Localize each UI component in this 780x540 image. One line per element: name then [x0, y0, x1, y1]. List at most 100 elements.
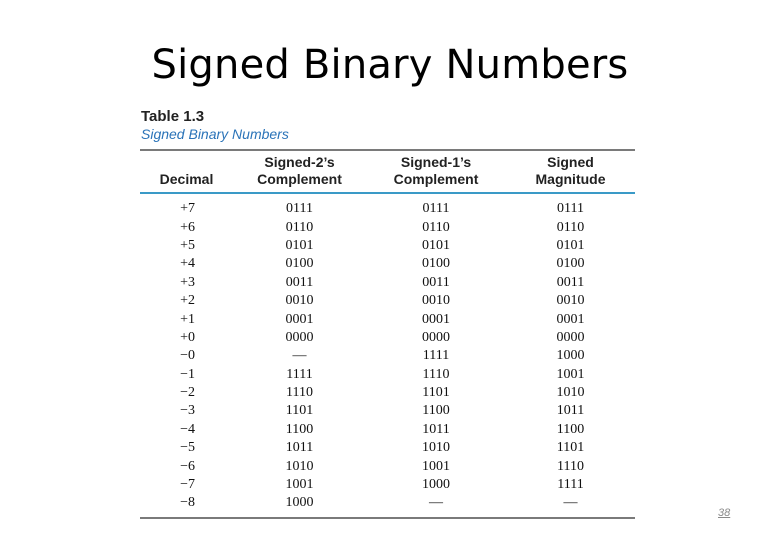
table-caption-number: Table 1.3: [141, 108, 205, 125]
signed-magnitude-cell: 1001: [556, 366, 585, 382]
signed-2s-cell: 1000: [285, 495, 314, 511]
table-header-row: Decimal Signed-2’s Complement Signed-1’s…: [140, 151, 635, 192]
table-row: −0 — 1111 1000: [140, 347, 635, 365]
decimal-cell: −1: [180, 366, 195, 382]
decimal-cell: −7: [180, 477, 195, 493]
table-row: +4 0100 0100 0100: [140, 255, 635, 273]
header-signed-magnitude: Signed Magnitude: [535, 154, 606, 187]
header-signed-1s-complement: Signed-1’s Complement: [393, 154, 479, 187]
signed-2s-cell: 1010: [285, 458, 314, 474]
signed-magnitude-cell: 0100: [556, 256, 585, 272]
decimal-cell: +1: [180, 311, 195, 327]
table-bottom-rule: [140, 516, 635, 519]
table-row: −1 1111 1110 1001: [140, 366, 635, 384]
table-row: −7 1001 1000 1111: [140, 476, 635, 494]
table-row: −3 1101 1100 1011: [140, 402, 635, 420]
signed-2s-cell: 0001: [285, 311, 314, 327]
signed-2s-cell: 1111: [286, 366, 313, 382]
signed-2s-cell: 1001: [285, 477, 314, 493]
decimal-cell: +4: [180, 256, 195, 272]
signed-1s-cell: 1100: [422, 403, 450, 419]
decimal-cell: −5: [180, 440, 195, 456]
table-row: −8 1000 — —: [140, 494, 635, 516]
decimal-cell: +2: [180, 293, 195, 309]
signed-magnitude-cell: 1111: [557, 477, 584, 493]
table-row: +6 0110 0110 0110: [140, 218, 635, 236]
decimal-cell: −0: [180, 348, 195, 364]
signed-2s-cell: 1011: [285, 440, 314, 456]
signed-2s-cell: 0000: [285, 329, 314, 345]
decimal-cell: +5: [180, 237, 195, 253]
signed-1s-cell: 0010: [422, 293, 450, 309]
signed-1s-cell: 0110: [422, 219, 450, 235]
signed-magnitude-cell: 1000: [556, 348, 585, 364]
table-row: −4 1100 1011 1100: [140, 421, 635, 439]
signed-magnitude-cell: 0101: [556, 237, 585, 253]
signed-magnitude-cell: 1110: [557, 458, 584, 474]
signed-magnitude-cell: 1010: [556, 385, 585, 401]
signed-1s-cell: 0011: [422, 274, 450, 290]
table-row: +5 0101 0101 0101: [140, 237, 635, 255]
signed-1s-cell: 1001: [422, 458, 450, 474]
signed-magnitude-cell: 0001: [556, 311, 585, 327]
signed-binary-table: Decimal Signed-2’s Complement Signed-1’s…: [140, 151, 635, 517]
decimal-cell: +7: [180, 201, 195, 217]
decimal-cell: −3: [180, 403, 195, 419]
signed-2s-cell: 0110: [285, 219, 314, 235]
signed-magnitude-cell: 0011: [556, 274, 585, 290]
table-body: +7 0111 0111 0111 +6 0110 0110 0110 +5 0101 0101 01…: [140, 194, 635, 517]
table-row: −5 1011 1010 1101: [140, 439, 635, 457]
signed-2s-cell: 1110: [286, 385, 313, 401]
signed-2s-cell: 1100: [285, 421, 314, 437]
slide-title: Signed Binary Numbers: [151, 42, 629, 88]
signed-magnitude-cell: 0111: [557, 201, 584, 217]
table-caption-title: Signed Binary Numbers: [141, 126, 289, 142]
signed-magnitude-cell: 0000: [556, 329, 585, 345]
signed-1s-cell: 1110: [422, 366, 450, 382]
decimal-cell: +0: [180, 329, 195, 345]
signed-1s-cell: 1101: [422, 385, 450, 401]
signed-2s-cell: 0011: [285, 274, 314, 290]
signed-binary-table-block: Table 1.3 Signed Binary Numbers Decimal …: [140, 108, 635, 519]
signed-2s-cell: 0101: [285, 237, 314, 253]
signed-1s-cell: 1111: [422, 348, 450, 364]
decimal-cell: +6: [180, 219, 195, 235]
signed-2s-cell: 1101: [285, 403, 314, 419]
decimal-cell: −8: [180, 495, 195, 511]
table-header-rule: [140, 192, 635, 194]
header-decimal: Decimal: [159, 171, 214, 187]
table-row: +0 0000 0000 0000: [140, 329, 635, 347]
signed-magnitude-cell: —: [563, 495, 578, 511]
table-top-rule: [140, 149, 635, 151]
signed-1s-cell: 0101: [422, 237, 450, 253]
signed-2s-cell: 0010: [285, 293, 314, 309]
signed-magnitude-cell: 0010: [556, 293, 585, 309]
signed-2s-cell: 0100: [285, 256, 314, 272]
signed-2s-cell: 0111: [286, 201, 313, 217]
signed-2s-cell: —: [292, 348, 307, 364]
signed-magnitude-cell: 1100: [556, 421, 585, 437]
decimal-cell: −4: [180, 421, 195, 437]
table-row: +2 0010 0010 0010: [140, 292, 635, 310]
signed-1s-cell: 1011: [422, 421, 450, 437]
table-row: +1 0001 0001 0001: [140, 310, 635, 328]
table-row: −2 1110 1101 1010: [140, 384, 635, 402]
signed-1s-cell: 0111: [422, 201, 450, 217]
signed-magnitude-cell: 0110: [556, 219, 585, 235]
signed-1s-cell: 1010: [422, 440, 450, 456]
decimal-cell: +3: [180, 274, 195, 290]
table-row: −6 1010 1001 1110: [140, 457, 635, 475]
table-row: +3 0011 0011 0011: [140, 274, 635, 292]
decimal-cell: −2: [180, 385, 195, 401]
signed-1s-cell: 0000: [422, 329, 450, 345]
page-number[interactable]: 38: [718, 507, 731, 519]
header-signed-2s-complement: Signed-2’s Complement: [257, 154, 342, 187]
signed-1s-cell: 0001: [422, 311, 450, 327]
decimal-cell: −6: [180, 458, 195, 474]
table-row: +7 0111 0111 0111: [140, 194, 635, 218]
signed-1s-cell: —: [429, 495, 443, 511]
signed-magnitude-cell: 1101: [556, 440, 585, 456]
signed-1s-cell: 1000: [422, 477, 450, 493]
signed-magnitude-cell: 1011: [556, 403, 585, 419]
signed-1s-cell: 0100: [422, 256, 450, 272]
